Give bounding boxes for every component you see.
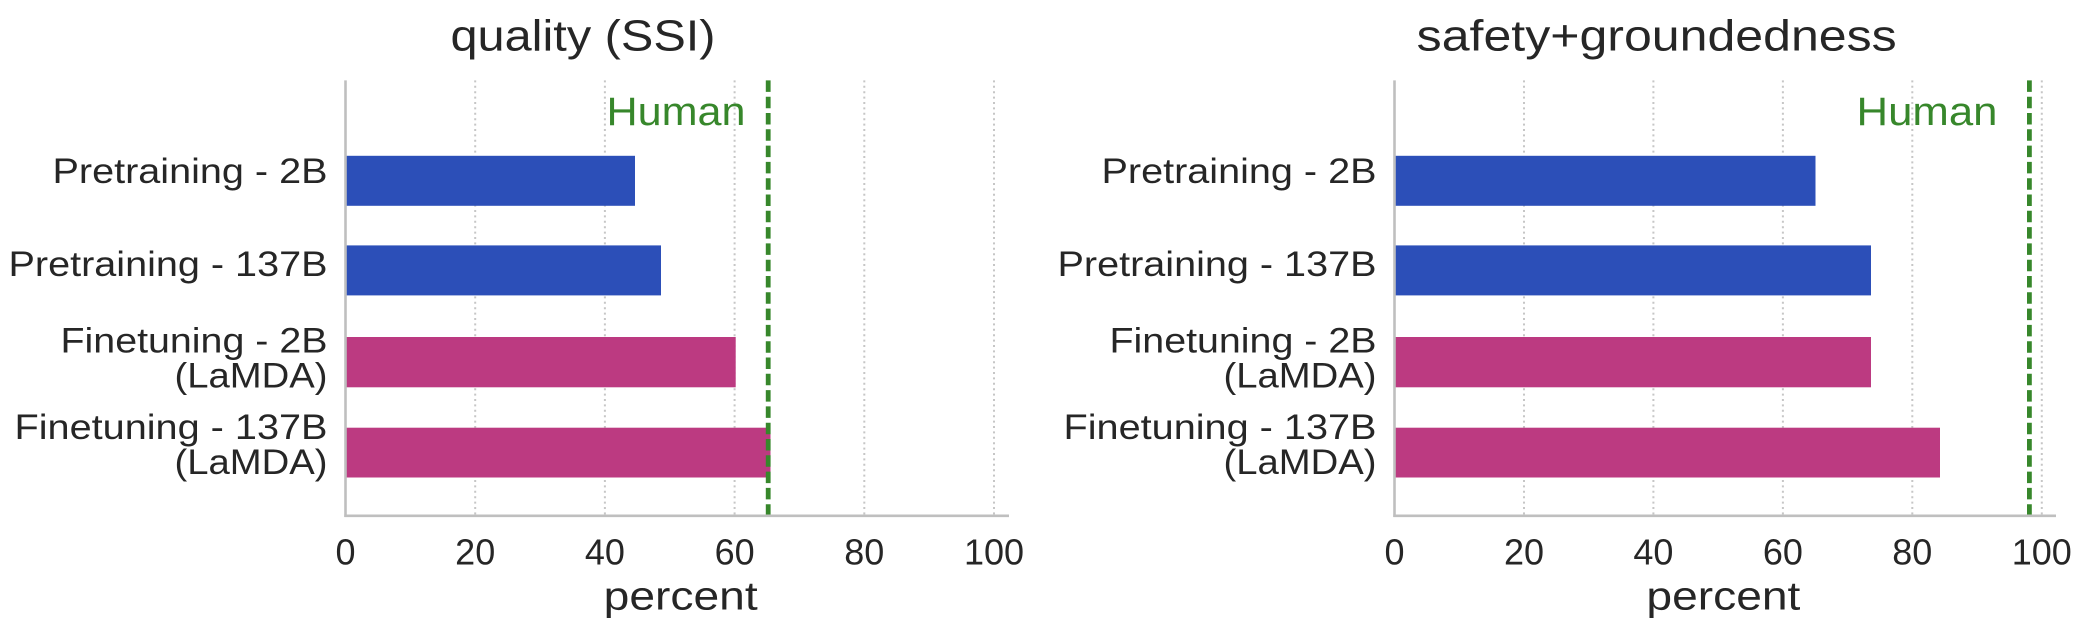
svg-text:20: 20 [1504, 532, 1544, 573]
svg-text:60: 60 [715, 532, 755, 573]
svg-text:Finetuning - 2B: Finetuning - 2B [1110, 322, 1377, 361]
svg-text:80: 80 [844, 532, 884, 573]
svg-text:(LaMDA): (LaMDA) [1224, 443, 1377, 482]
svg-text:(LaMDA): (LaMDA) [175, 356, 328, 395]
svg-text:Finetuning - 2B: Finetuning - 2B [61, 322, 328, 361]
svg-text:Pretraining - 2B: Pretraining - 2B [1102, 152, 1377, 191]
svg-text:Human: Human [1857, 90, 1998, 134]
svg-text:Finetuning - 137B: Finetuning - 137B [1064, 408, 1377, 447]
svg-text:60: 60 [1763, 532, 1803, 573]
svg-text:quality (SSI): quality (SSI) [451, 12, 716, 61]
svg-text:Pretraining - 137B: Pretraining - 137B [9, 245, 328, 284]
svg-text:40: 40 [1633, 532, 1673, 573]
svg-text:20: 20 [455, 532, 495, 573]
svg-text:safety+groundedness: safety+groundedness [1417, 12, 1897, 61]
svg-text:(LaMDA): (LaMDA) [175, 443, 328, 482]
svg-text:40: 40 [585, 532, 625, 573]
svg-text:0: 0 [1384, 532, 1404, 573]
svg-text:(LaMDA): (LaMDA) [1224, 356, 1377, 395]
svg-text:0: 0 [335, 532, 355, 573]
svg-text:Pretraining - 2B: Pretraining - 2B [53, 152, 328, 191]
svg-text:100: 100 [2012, 532, 2072, 573]
svg-text:Human: Human [607, 90, 746, 134]
svg-text:80: 80 [1892, 532, 1932, 573]
svg-text:Pretraining - 137B: Pretraining - 137B [1058, 245, 1377, 284]
svg-text:100: 100 [964, 532, 1024, 573]
svg-text:percent: percent [1646, 575, 1800, 619]
svg-text:percent: percent [604, 575, 758, 619]
svg-text:Finetuning - 137B: Finetuning - 137B [15, 408, 328, 447]
